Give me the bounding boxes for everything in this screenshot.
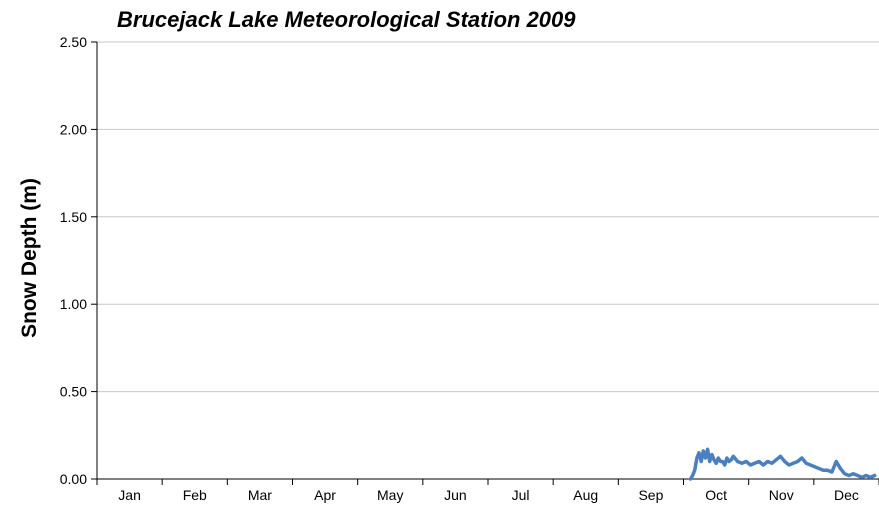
- x-tick-label-sep: Sep: [638, 487, 663, 503]
- x-tick-label-mar: Mar: [248, 487, 272, 503]
- series-line-0: [688, 447, 877, 481]
- x-tick-label-dec: Dec: [834, 487, 859, 503]
- x-tick-label-nov: Nov: [769, 487, 794, 503]
- grid-lines: [97, 41, 879, 393]
- x-tick-label-jan: Jan: [118, 487, 141, 503]
- y-tick-label-4: 2.00: [60, 121, 87, 137]
- y-tick-label-5: 2.50: [60, 34, 87, 50]
- y-axis-label: Snow Depth (m): [18, 178, 41, 338]
- x-tick-label-aug: Aug: [573, 487, 598, 503]
- y-tick-label-1: 0.50: [60, 384, 87, 400]
- chart-title: Brucejack Lake Meteorological Station 20…: [117, 7, 576, 32]
- y-tick-labels: 0.00 0.50 1.00 1.50 2.00 2.50: [60, 34, 87, 487]
- y-tick-label-3: 1.50: [60, 209, 87, 225]
- y-tick-label-2: 1.00: [60, 296, 87, 312]
- series-layer: [688, 447, 877, 481]
- x-tick-label-jun: Jun: [444, 487, 467, 503]
- x-tick-label-oct: Oct: [705, 487, 727, 503]
- x-tick-label-jul: Jul: [512, 487, 530, 503]
- x-tick-label-may: May: [377, 487, 403, 503]
- x-tick-label-feb: Feb: [183, 487, 207, 503]
- y-tick-label-0: 0.00: [60, 471, 87, 487]
- x-tick-label-apr: Apr: [314, 487, 336, 503]
- axes: [91, 41, 879, 485]
- x-tick-labels: Jan Feb Mar Apr May Jun Jul Aug Sep Oct Nov Dec: [118, 487, 859, 503]
